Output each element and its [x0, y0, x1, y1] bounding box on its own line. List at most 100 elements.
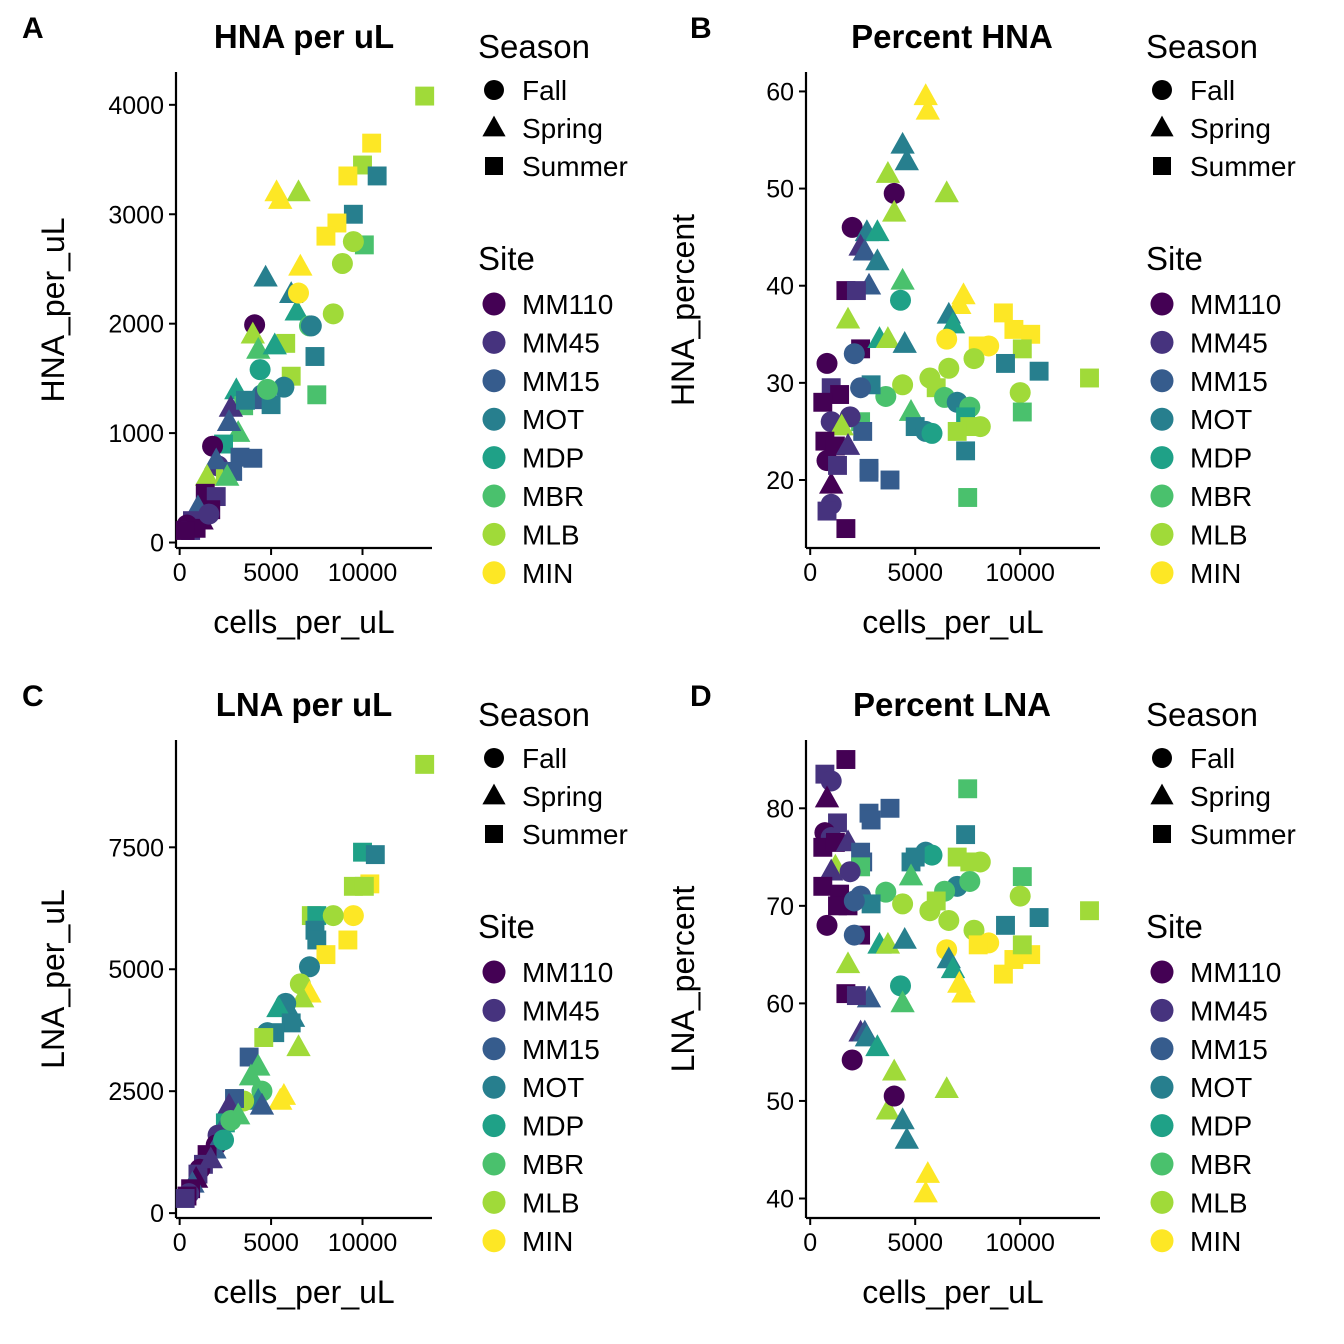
data-point — [853, 421, 873, 441]
data-point — [415, 86, 435, 106]
y-tick-label: 1000 — [108, 420, 164, 448]
legend-label: MM15 — [522, 1034, 600, 1065]
data-point — [921, 422, 943, 444]
data-point — [841, 216, 863, 238]
legend-label: MM15 — [1190, 366, 1268, 397]
data-point — [843, 890, 865, 912]
legend-key-site — [482, 960, 506, 984]
legend-label: Spring — [522, 781, 603, 812]
data-point — [1012, 935, 1032, 955]
data-point — [926, 891, 946, 911]
x-tick-label: 0 — [173, 1229, 187, 1257]
data-point — [316, 945, 336, 965]
data-point — [836, 519, 856, 539]
data-point — [286, 179, 311, 202]
x-tick-label: 10000 — [328, 559, 398, 587]
data-point — [875, 160, 901, 183]
y-axis-label: HNA_percent — [665, 214, 701, 406]
legend-title-site: Site — [1146, 908, 1203, 945]
data-point — [835, 432, 861, 455]
legend-label: Summer — [522, 819, 628, 850]
legend-label: Fall — [1190, 75, 1235, 106]
data-point — [367, 166, 387, 186]
data-point — [951, 980, 976, 1003]
legend-key-site — [482, 330, 506, 354]
data-point — [828, 455, 847, 475]
data-point — [898, 398, 924, 421]
y-tick-label: 0 — [150, 530, 164, 558]
data-point — [1012, 339, 1032, 359]
y-tick-label: 0 — [150, 1200, 164, 1228]
data-point — [816, 352, 838, 374]
data-point — [281, 1013, 301, 1033]
legend-title-site: Site — [1146, 240, 1203, 277]
legend-key-site — [1150, 960, 1174, 984]
legend-key-site — [1150, 998, 1174, 1022]
data-point — [230, 447, 250, 467]
data-point — [316, 226, 336, 246]
data-point — [266, 995, 291, 1018]
x-tick-label: 10000 — [328, 1229, 398, 1257]
data-point — [220, 1109, 242, 1131]
data-point — [249, 359, 271, 381]
legend-key-site — [1150, 1075, 1174, 1099]
data-point — [300, 315, 322, 337]
legend-key-triangle — [1150, 115, 1174, 137]
legend-label: MDP — [1190, 1111, 1252, 1142]
x-tick-label: 0 — [173, 559, 187, 587]
y-tick-label: 70 — [766, 893, 794, 921]
data-point — [322, 303, 344, 325]
legend-key-triangle — [482, 783, 506, 805]
data-point — [1021, 324, 1041, 344]
data-point — [218, 394, 244, 417]
legend-label: Spring — [1190, 113, 1271, 144]
data-point — [305, 347, 325, 366]
legend-key-square — [1153, 157, 1171, 175]
legend-title-site: Site — [478, 240, 535, 277]
legend-key-site — [1150, 369, 1174, 393]
data-point — [846, 986, 866, 1006]
data-point — [892, 374, 914, 396]
legend-label: MOT — [1190, 1072, 1252, 1103]
y-tick-label: 30 — [766, 370, 794, 398]
data-point — [322, 905, 344, 927]
data-point — [875, 1097, 901, 1120]
x-tick-label: 5000 — [887, 559, 943, 587]
data-point — [936, 328, 958, 350]
data-point — [854, 1024, 880, 1047]
data-point — [288, 253, 313, 276]
legend-key-site — [482, 561, 506, 585]
data-point — [175, 521, 195, 540]
legend-label: MOT — [522, 404, 584, 435]
panel-letter: D — [690, 680, 712, 713]
chart-title: Percent LNA — [853, 686, 1051, 723]
legend-key-site — [482, 998, 506, 1022]
legend-key-site — [482, 369, 506, 393]
x-tick-label: 0 — [803, 559, 817, 587]
legend-label: MDP — [522, 1111, 584, 1142]
y-tick-label: 80 — [766, 795, 794, 823]
y-tick-label: 2500 — [108, 1078, 164, 1106]
data-point — [1080, 368, 1099, 388]
chart-title: Percent HNA — [851, 18, 1053, 55]
data-point — [307, 385, 327, 405]
data-point — [892, 926, 917, 949]
data-point — [993, 964, 1013, 984]
data-point — [915, 97, 940, 120]
y-tick-label: 7500 — [108, 834, 164, 862]
data-point — [921, 844, 943, 866]
data-point — [843, 924, 865, 946]
x-axis-label: cells_per_uL — [862, 1274, 1043, 1310]
data-point — [843, 343, 865, 365]
data-point — [859, 462, 879, 482]
data-point — [1080, 901, 1099, 921]
data-point — [905, 847, 925, 867]
data-point — [947, 421, 967, 441]
legend-key-site — [1150, 1114, 1174, 1138]
data-point — [934, 180, 959, 203]
data-point — [365, 845, 385, 865]
legend-label: MLB — [522, 1187, 580, 1218]
data-point — [940, 311, 966, 334]
data-point — [898, 863, 924, 886]
x-tick-label: 5000 — [243, 559, 299, 587]
